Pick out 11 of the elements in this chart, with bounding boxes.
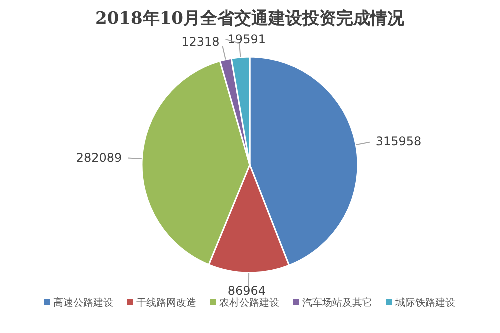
- data-label: 315958: [376, 134, 422, 149]
- data-label: 12318: [182, 35, 220, 50]
- legend-label: 农村公路建设: [220, 297, 280, 309]
- legend-label: 高速公路建设: [54, 297, 114, 309]
- data-label: 19591: [228, 32, 266, 46]
- legend-label: 干线路网改造: [136, 297, 196, 309]
- legend-label: 城际铁路建设: [394, 297, 456, 309]
- data-label: 282089: [76, 151, 122, 166]
- data-label: 86964: [228, 284, 266, 298]
- chart-title: 2018年10月全省交通建设投资完成情况: [96, 9, 406, 29]
- legend-label: 汽车场站及其它: [302, 297, 372, 309]
